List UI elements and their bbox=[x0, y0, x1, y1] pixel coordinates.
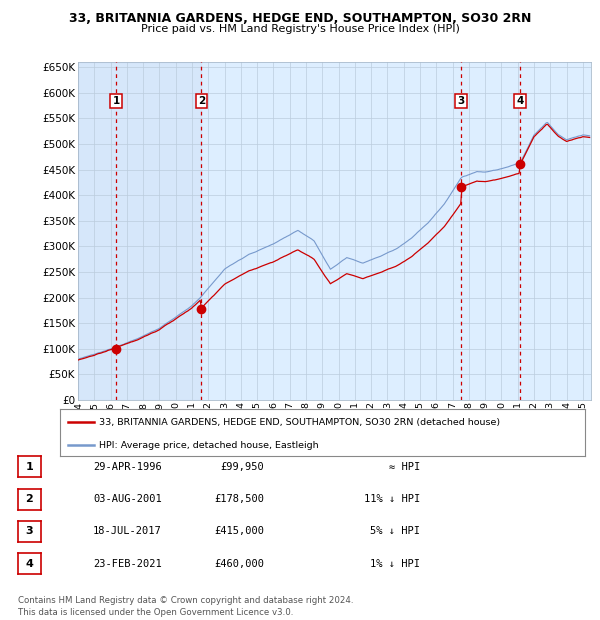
Text: £178,500: £178,500 bbox=[214, 494, 264, 504]
Text: 1% ↓ HPI: 1% ↓ HPI bbox=[370, 559, 420, 569]
Text: £99,950: £99,950 bbox=[220, 462, 264, 472]
Text: 11% ↓ HPI: 11% ↓ HPI bbox=[364, 494, 420, 504]
Text: 1: 1 bbox=[112, 96, 119, 106]
Text: 2: 2 bbox=[26, 494, 33, 504]
Text: 33, BRITANNIA GARDENS, HEDGE END, SOUTHAMPTON, SO30 2RN (detached house): 33, BRITANNIA GARDENS, HEDGE END, SOUTHA… bbox=[100, 418, 500, 427]
Text: HPI: Average price, detached house, Eastleigh: HPI: Average price, detached house, East… bbox=[100, 441, 319, 450]
Text: 3: 3 bbox=[458, 96, 465, 106]
Text: Price paid vs. HM Land Registry's House Price Index (HPI): Price paid vs. HM Land Registry's House … bbox=[140, 24, 460, 34]
Text: ≈ HPI: ≈ HPI bbox=[389, 462, 420, 472]
Text: 4: 4 bbox=[517, 96, 524, 106]
Text: 3: 3 bbox=[26, 526, 33, 536]
Text: £415,000: £415,000 bbox=[214, 526, 264, 536]
Text: 18-JUL-2017: 18-JUL-2017 bbox=[93, 526, 162, 536]
Text: 29-APR-1996: 29-APR-1996 bbox=[93, 462, 162, 472]
Text: 03-AUG-2001: 03-AUG-2001 bbox=[93, 494, 162, 504]
Text: 5% ↓ HPI: 5% ↓ HPI bbox=[370, 526, 420, 536]
Text: 4: 4 bbox=[25, 559, 34, 569]
Text: 1: 1 bbox=[26, 462, 33, 472]
Text: 33, BRITANNIA GARDENS, HEDGE END, SOUTHAMPTON, SO30 2RN: 33, BRITANNIA GARDENS, HEDGE END, SOUTHA… bbox=[69, 12, 531, 25]
Text: 23-FEB-2021: 23-FEB-2021 bbox=[93, 559, 162, 569]
Bar bbox=[78, 62, 202, 400]
Text: £460,000: £460,000 bbox=[214, 559, 264, 569]
Text: 2: 2 bbox=[198, 96, 205, 106]
Text: Contains HM Land Registry data © Crown copyright and database right 2024.
This d: Contains HM Land Registry data © Crown c… bbox=[18, 596, 353, 617]
